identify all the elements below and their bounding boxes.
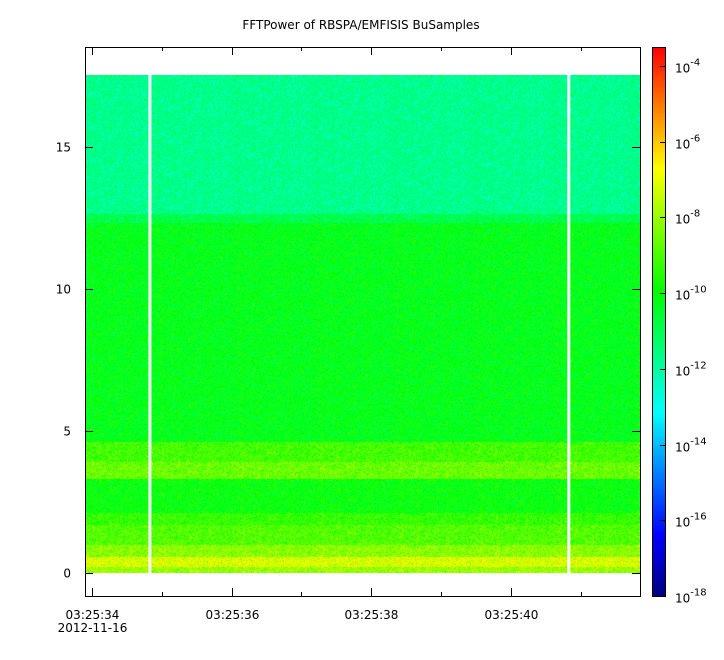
colorbar-tick-base: 10 — [675, 138, 690, 152]
x-tick-label: 03:25:36 — [206, 608, 260, 622]
colorbar-tick-exponent: -18 — [690, 588, 706, 599]
colorbar-tick-exponent: -8 — [690, 209, 700, 220]
colorbar-tick-label: 10-18 — [675, 588, 707, 606]
colorbar-tick-exponent: -10 — [690, 285, 706, 296]
colorbar-gradient — [652, 47, 665, 596]
data-gap-1 — [148, 75, 152, 573]
colorbar-tick-base: 10 — [675, 441, 690, 455]
colorbar-tick-exponent: -14 — [690, 437, 706, 448]
colorbar-tick-label: 10-12 — [675, 361, 707, 379]
colorbar-tick-exponent: -12 — [690, 361, 706, 372]
spectrogram-image — [85, 75, 640, 573]
x-tick-label: 03:25:38 — [345, 608, 399, 622]
colorbar-tick-exponent: -6 — [690, 134, 700, 145]
y-tick-label: 15 — [56, 141, 71, 155]
colorbar-tick-exponent: -16 — [690, 512, 706, 523]
colorbar-tick-base: 10 — [675, 289, 690, 303]
colorbar-tick-label: 10-4 — [675, 58, 700, 76]
data-gaps — [148, 75, 571, 573]
y-tick-label: 0 — [63, 567, 71, 581]
colorbar-tick-label: 10-16 — [675, 512, 707, 530]
colorbar-tick-base: 10 — [675, 62, 690, 76]
colorbar-tick-label: 10-6 — [675, 134, 700, 152]
y-axis: 0 5 10 15 — [56, 141, 640, 581]
plot-area — [85, 75, 640, 573]
y-tick-label: 5 — [63, 425, 71, 439]
colorbar-tick-label: 10-10 — [675, 285, 707, 303]
colorbar-tick-exponent: -4 — [690, 58, 700, 69]
colorbar-frame — [652, 47, 666, 597]
y-tick-label: 10 — [56, 283, 71, 297]
chart-title: FFTPower of RBSPA/EMFISIS BuSamples — [242, 18, 479, 32]
colorbar-tick-label: 10-8 — [675, 209, 700, 227]
colorbar-tick-base: 10 — [675, 516, 690, 530]
colorbar-tick-base: 10 — [675, 592, 690, 606]
colorbar-tick-label: 10-14 — [675, 437, 707, 455]
data-gap-2 — [567, 75, 571, 573]
colorbar-tick-base: 10 — [675, 365, 690, 379]
x-date-label: 2012-11-16 — [58, 621, 128, 635]
x-tick-label: 03:25:40 — [485, 608, 539, 622]
plot-frame — [85, 47, 641, 597]
x-tick-label: 03:25:34 — [66, 608, 120, 622]
colorbar-tick-base: 10 — [675, 213, 690, 227]
